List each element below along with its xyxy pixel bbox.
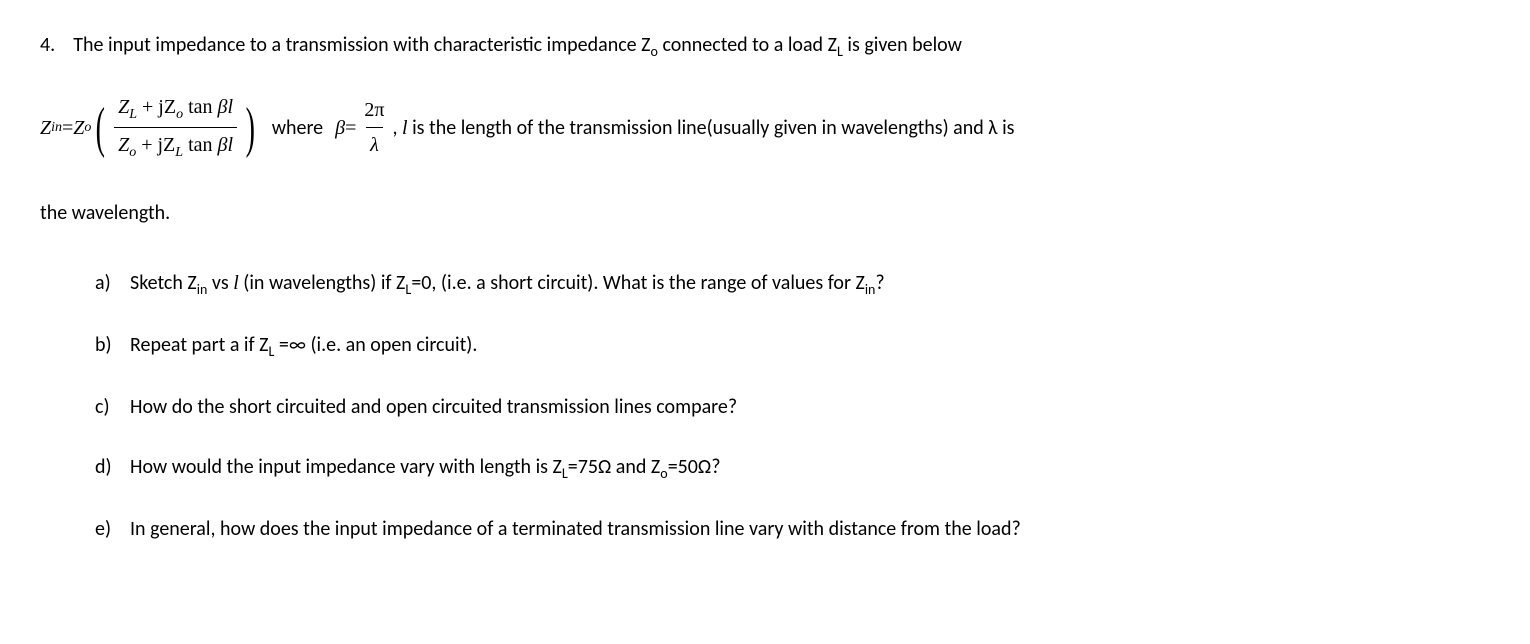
part-d-text: How would the input impedance vary with … xyxy=(130,452,1490,484)
where-label: where xyxy=(272,113,323,143)
equation-row: Zin = Zo ( ZL + jZo tan βl Zo + jZL tan … xyxy=(40,92,1490,163)
beta-eq: = xyxy=(345,113,356,143)
beta-fraction: 2π λ xyxy=(360,95,388,160)
part-e: e) In general, how does the input impeda… xyxy=(95,514,1490,544)
zo-sub: o xyxy=(84,117,91,138)
part-c-text: How do the short circuited and open circ… xyxy=(130,392,1490,422)
numerator: ZL + jZo tan βl xyxy=(114,92,237,127)
problem-intro: 4. The input impedance to a transmission… xyxy=(40,30,1490,62)
beta-num: 2π xyxy=(360,95,388,127)
continuation-text: the wavelength. xyxy=(40,198,1490,228)
equals: = xyxy=(62,113,73,143)
paren-right: ) xyxy=(246,100,255,156)
part-a-text: Sketch Zin vs l (in wavelengths) if ZL=0… xyxy=(130,268,1490,300)
main-formula: Zin = Zo ( ZL + jZo tan βl Zo + jZL tan … xyxy=(40,92,260,163)
part-a-label: a) xyxy=(95,268,130,300)
l-desc: is the length of the transmission line(u… xyxy=(412,116,1014,140)
part-c-label: c) xyxy=(95,392,130,422)
zin-sub: in xyxy=(51,117,62,138)
after-beta: , l is the length of the transmission li… xyxy=(392,113,1014,143)
part-e-text: In general, how does the input impedance… xyxy=(130,514,1490,544)
intro-text-3: is given below xyxy=(843,33,962,57)
part-e-label: e) xyxy=(95,514,130,544)
intro-text-2: connected to a load Z xyxy=(658,33,837,57)
l-var: l xyxy=(402,117,408,139)
main-fraction: ZL + jZo tan βl Zo + jZL tan βl xyxy=(114,92,237,163)
part-d-label: d) xyxy=(95,452,130,484)
paren-left: ( xyxy=(96,100,105,156)
part-d: d) How would the input impedance vary wi… xyxy=(95,452,1490,484)
part-a: a) Sketch Zin vs l (in wavelengths) if Z… xyxy=(95,268,1490,300)
part-c: c) How do the short circuited and open c… xyxy=(95,392,1490,422)
sub-parts: a) Sketch Zin vs l (in wavelengths) if Z… xyxy=(40,268,1490,544)
intro-sub1: o xyxy=(651,43,658,60)
part-b-label: b) xyxy=(95,330,130,362)
zin-var: Z xyxy=(40,113,51,143)
part-b: b) Repeat part a if ZL =∞ (i.e. an open … xyxy=(95,330,1490,362)
beta-den: λ xyxy=(366,127,383,160)
denominator: Zo + jZL tan βl xyxy=(114,127,237,163)
beta-var: β xyxy=(335,113,345,143)
intro-text-1: The input impedance to a transmission wi… xyxy=(73,33,650,57)
comma: , xyxy=(392,116,402,140)
problem-number: 4. xyxy=(40,33,55,57)
beta-formula: β = 2π λ xyxy=(335,95,392,160)
part-b-text: Repeat part a if ZL =∞ (i.e. an open cir… xyxy=(130,330,1490,362)
zo-var: Z xyxy=(73,113,84,143)
